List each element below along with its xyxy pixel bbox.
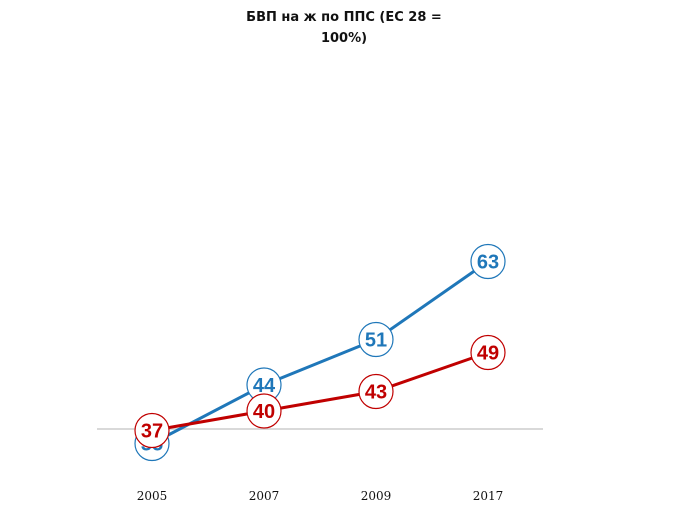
x-tick-label-2017: 2017	[473, 489, 504, 503]
chart-title: БВП на ж по ППС (ЕС 28 = 100%)	[246, 10, 442, 46]
series-2-data-label-2017: 49	[477, 343, 499, 365]
series-2-point-2017	[470, 334, 506, 371]
series-2-point-2007	[246, 393, 282, 429]
series-2-data-label-2005: 37	[141, 421, 163, 443]
series-2-point-2005	[134, 412, 170, 449]
series-2-point-2009	[358, 373, 394, 410]
series-2-data-label-2007: 40	[253, 401, 275, 423]
x-tick-label-2005: 2005	[137, 489, 168, 503]
series-1-line	[150, 260, 490, 445]
series-1-data-label-2017: 63	[477, 252, 499, 274]
x-tick-label-2007: 2007	[249, 489, 280, 503]
series-1-point-2017	[470, 243, 506, 280]
series-2-line	[150, 351, 490, 432]
series-1-data-label-2007: 44	[253, 375, 276, 397]
x-tick-label-2009: 2009	[361, 489, 392, 503]
series-1-data-label-2009: 51	[365, 330, 387, 352]
series-1-point-2009	[358, 321, 394, 358]
series-2-data-label-2009: 43	[365, 382, 387, 404]
